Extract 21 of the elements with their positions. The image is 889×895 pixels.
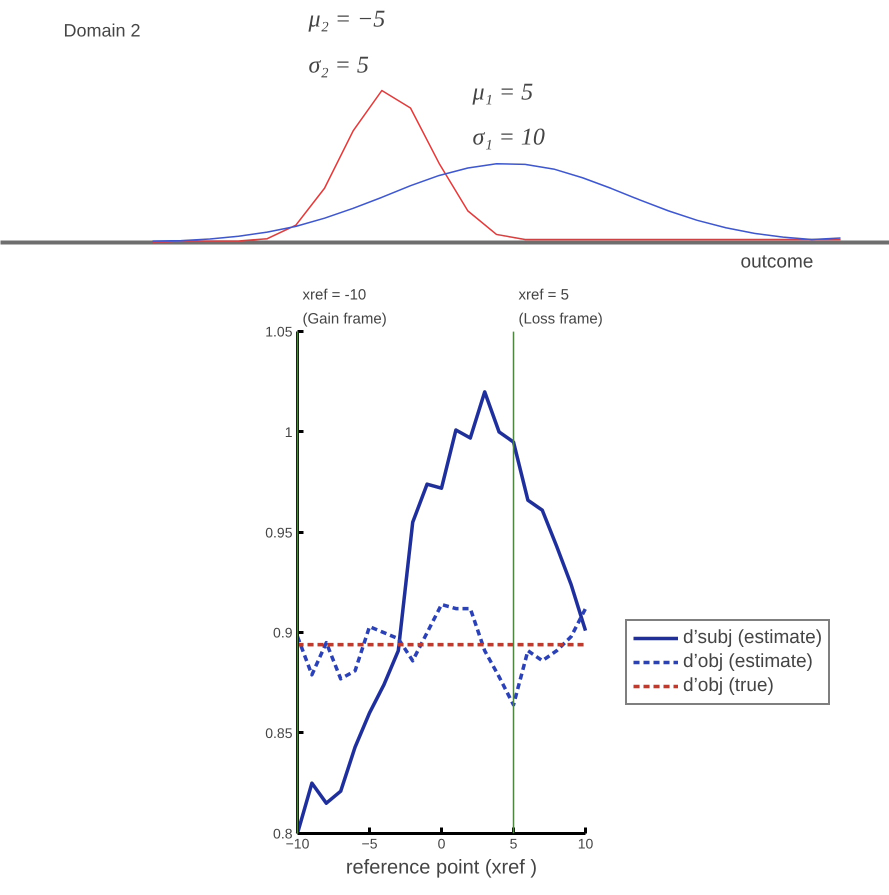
ref-line-label: xref = 5 (Loss frame) xyxy=(518,286,603,328)
legend-label: d’obj (true) xyxy=(683,675,774,697)
x-axis-title: reference point (xref ) xyxy=(346,856,538,878)
legend-label: d’subj (estimate) xyxy=(683,627,822,649)
x-tick-label: −5 xyxy=(362,835,378,852)
x-tick-label: 10 xyxy=(578,835,594,852)
y-tick-label: 1 xyxy=(284,424,293,440)
annotation: σ₁ = 10 xyxy=(472,124,545,150)
y-tick-label: 1.05 xyxy=(265,324,293,340)
x-tick-label: 0 xyxy=(438,835,446,852)
x-axis-title: outcome xyxy=(740,252,814,272)
y-tick-label: 0.95 xyxy=(265,524,293,540)
text: σ₂ = 5 xyxy=(308,52,369,78)
legend-label: d’obj (estimate) xyxy=(683,651,813,673)
x-tick-label: 5 xyxy=(510,835,518,852)
annotation: μ₁ = 5 xyxy=(472,80,534,106)
ref-line-label: xref = -10 (Gain frame) xyxy=(302,286,387,328)
y-tick-label: 0.85 xyxy=(265,724,293,741)
text: Domain 2 xyxy=(64,20,141,40)
y-tick-label: 0.9 xyxy=(273,624,293,641)
text: μ₂ = −5 xyxy=(308,6,386,32)
